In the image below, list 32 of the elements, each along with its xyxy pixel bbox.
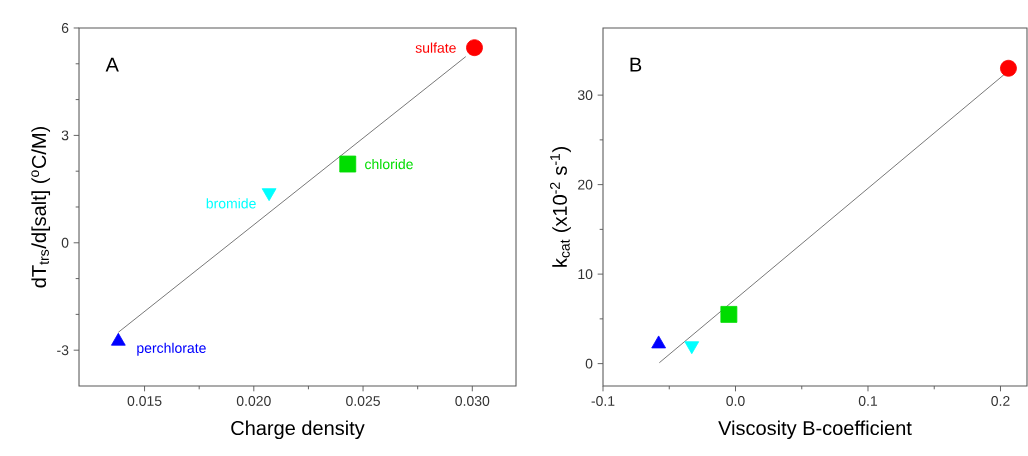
x-tick-label: 0.025 [346, 396, 380, 406]
y-tick-label: 6 [61, 23, 69, 33]
x-tick-label: 0.0 [726, 396, 745, 406]
series-label: chloride [365, 158, 413, 170]
x-tick-label: 0.015 [127, 396, 162, 406]
series-label: perchlorate [137, 342, 206, 356]
y-tick-label: 3 [61, 130, 69, 141]
y-axis-title: k$_{cat}$ (x10$^{-2}$ s$^{-1}$) [550, 147, 571, 267]
x-tick-label: 0.030 [455, 396, 490, 406]
point [1000, 59, 1017, 77]
text: A [105, 57, 119, 72]
x-tick-label: -0.1 [591, 396, 615, 406]
y-tick-label: 20 [578, 179, 593, 190]
y-tick-label: 0 [61, 237, 69, 248]
x-axis-title: Viscosity B-coefficient [718, 420, 912, 440]
point [111, 332, 126, 346]
point [466, 39, 483, 57]
point [339, 155, 357, 173]
y-tick-label: 0 [585, 358, 593, 369]
y-tick-label: 10 [578, 269, 593, 280]
series-label: bromide [206, 198, 256, 209]
y-tick-label: -3 [57, 345, 69, 356]
point [720, 305, 738, 323]
x-tick-label: 0.020 [236, 396, 271, 406]
y-axis-title: dT$_{trs}$/d[salt] ($^{o}$C/M) [31, 127, 51, 288]
x-axis-title: Charge density [231, 420, 365, 440]
text: B [630, 57, 642, 72]
point [651, 335, 666, 349]
y-tick-label: 30 [577, 90, 593, 101]
x-tick-label: 0.2 [991, 396, 1010, 406]
x-tick-label: 0.1 [858, 396, 878, 406]
series-label: sulfate [415, 42, 456, 53]
